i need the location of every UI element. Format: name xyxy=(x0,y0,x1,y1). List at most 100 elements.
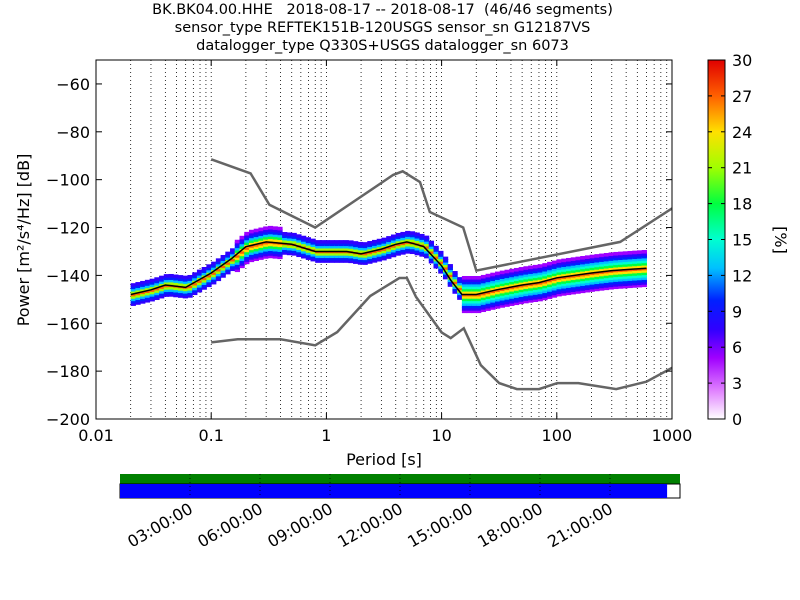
heatmap-cell xyxy=(239,250,245,254)
heatmap-cell xyxy=(301,252,307,257)
heatmap-cell xyxy=(599,277,605,282)
heatmap-cell xyxy=(471,307,477,311)
heatmap-cell xyxy=(641,281,647,285)
heatmap-cell xyxy=(627,250,633,255)
heatmap-cell xyxy=(405,235,411,240)
heatmap-cell xyxy=(547,269,553,273)
heatmap-cell xyxy=(144,287,151,291)
heatmap-cell xyxy=(395,252,401,256)
heatmap-cell xyxy=(580,263,586,267)
heatmap-cell xyxy=(244,260,250,265)
heatmap-cell xyxy=(641,264,647,268)
heatmap-cell xyxy=(206,276,212,280)
heatmap-cell xyxy=(518,286,524,290)
heatmap-cell xyxy=(433,262,439,267)
heatmap-cell xyxy=(476,285,482,290)
heatmap-cell xyxy=(551,272,558,277)
heatmap-cell xyxy=(438,255,444,260)
coverage-tick-label: 18:00:00 xyxy=(474,499,546,551)
heatmap-cell xyxy=(135,282,141,286)
heatmap-cell xyxy=(258,244,264,248)
heatmap-cell xyxy=(490,287,496,291)
heatmap-cell xyxy=(561,270,567,275)
heatmap-cell xyxy=(561,284,567,289)
heatmap-cell xyxy=(381,237,387,242)
heatmap-cell xyxy=(485,302,491,307)
heatmap-cell xyxy=(248,236,255,241)
heatmap-cell xyxy=(632,255,638,260)
coverage-data-bar xyxy=(120,484,668,498)
heatmap-cell xyxy=(613,271,619,275)
heatmap-cell xyxy=(215,258,222,262)
heatmap-cell xyxy=(338,259,345,263)
heatmap-cell xyxy=(177,294,184,298)
heatmap-cell xyxy=(523,294,529,299)
heatmap-cell xyxy=(381,254,387,259)
heatmap-cell xyxy=(353,255,359,260)
heatmap-cell xyxy=(575,290,581,294)
heatmap-cell xyxy=(589,281,595,285)
heatmap-cell xyxy=(324,259,330,263)
heatmap-cell xyxy=(144,291,151,296)
heatmap-cell xyxy=(537,266,543,271)
heatmap-cell xyxy=(618,280,624,284)
heatmap-cell xyxy=(447,266,453,271)
heatmap-cell xyxy=(376,253,382,257)
heatmap-cell xyxy=(599,265,605,270)
heatmap-cell xyxy=(253,252,259,257)
heatmap-cell xyxy=(234,254,241,258)
heatmap-cell xyxy=(376,245,382,250)
heatmap-cell xyxy=(452,285,458,289)
heatmap-cell xyxy=(566,291,572,296)
heatmap-cell xyxy=(556,280,562,285)
heatmap-cell xyxy=(154,291,160,296)
heatmap-cell xyxy=(371,259,378,263)
heatmap-cell xyxy=(187,282,193,286)
heatmap-cell xyxy=(305,251,311,256)
heatmap-cell xyxy=(471,295,477,299)
heatmap-cell xyxy=(395,247,401,251)
heatmap-cell xyxy=(348,247,354,252)
heatmap-cell xyxy=(173,281,179,286)
heatmap-cell xyxy=(461,309,468,314)
chart-title-line-3: datalogger_type Q330S+USGS datalogger_sn… xyxy=(196,38,569,54)
heatmap-cell xyxy=(329,247,335,251)
heatmap-cell xyxy=(618,270,624,275)
heatmap-cell xyxy=(196,269,203,274)
heatmap-cell xyxy=(334,242,340,247)
heatmap-cell xyxy=(547,290,553,295)
heatmap-cell xyxy=(476,299,482,304)
heatmap-cell xyxy=(267,235,274,240)
heatmap-cell xyxy=(428,247,435,252)
heatmap-cell xyxy=(532,298,539,302)
x-tick-label: 1 xyxy=(321,426,331,445)
heatmap-cell xyxy=(603,274,610,279)
heatmap-cell xyxy=(419,233,425,238)
heatmap-cell xyxy=(371,242,378,246)
heatmap-cell xyxy=(575,261,581,266)
heatmap-cell xyxy=(234,239,241,244)
heatmap-cell xyxy=(589,273,595,278)
heatmap-cell xyxy=(239,257,245,261)
heatmap-cell xyxy=(234,249,241,253)
heatmap-cell xyxy=(532,272,539,276)
heatmap-cell xyxy=(291,247,297,251)
heatmap-cell xyxy=(187,279,193,284)
heatmap-cell xyxy=(263,226,269,231)
heatmap-cell xyxy=(476,297,482,302)
heatmap-cell xyxy=(589,269,595,273)
heatmap-cell xyxy=(575,287,581,292)
heatmap-cell xyxy=(442,275,449,280)
heatmap-cell xyxy=(324,242,330,247)
heatmap-cell xyxy=(220,259,226,264)
heatmap-cell xyxy=(405,230,411,235)
heatmap-cell xyxy=(177,277,184,282)
heatmap-cell xyxy=(277,243,283,248)
heatmap-cell xyxy=(315,242,321,247)
heatmap-cell xyxy=(357,244,364,248)
heatmap-cell xyxy=(537,276,543,280)
heatmap-cell xyxy=(282,248,288,253)
heatmap-cell xyxy=(622,251,629,255)
heatmap-cell xyxy=(187,294,193,298)
heatmap-cell xyxy=(405,250,411,254)
